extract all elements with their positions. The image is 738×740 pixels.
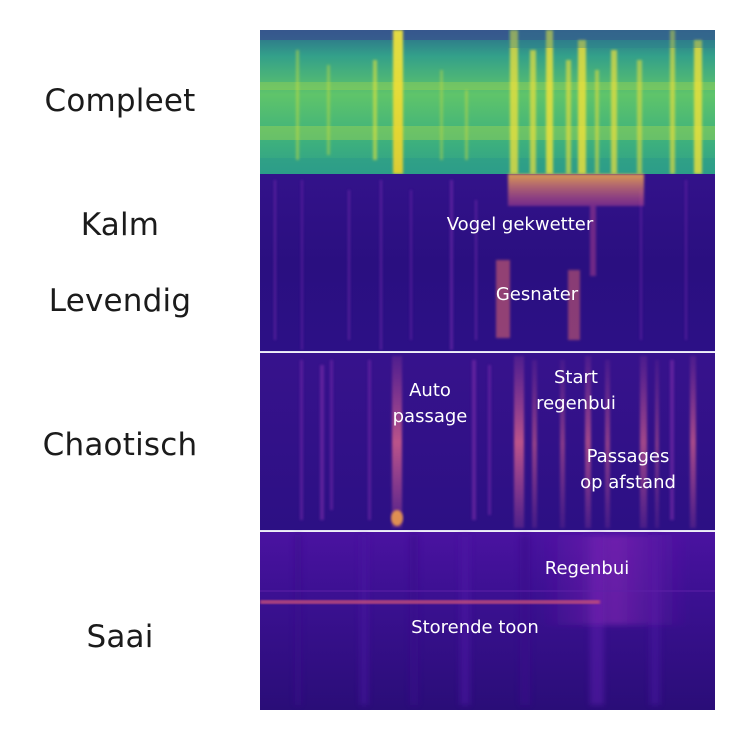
annotation-start-line1: Start	[554, 367, 598, 388]
spectrogram-compleet	[260, 30, 715, 174]
annotation-start-regenbui: Start regenbui	[536, 365, 616, 417]
annotation-passages-line1: Passages	[586, 446, 670, 467]
row-label-compleet: Compleet	[44, 83, 196, 119]
annotation-start-line2: regenbui	[536, 393, 616, 415]
spectrogram-kalm-levendig	[260, 174, 715, 353]
spectrogram-stack: Vogel gekwetter Gesnater Auto passage St…	[260, 30, 715, 710]
spectrogram-svg	[260, 30, 715, 710]
annotation-passages-line2: op afstand	[580, 472, 676, 494]
spectrogram-chaotisch	[260, 353, 715, 532]
annotation-vogel-gekwetter: Vogel gekwetter	[446, 214, 594, 235]
annotation-auto-line1: Auto	[409, 380, 451, 401]
annotation-auto-passage: Auto passage	[393, 378, 468, 430]
row-label-saai: Saai	[86, 619, 154, 655]
spectrogram-saai	[260, 532, 715, 710]
annotation-passages-op-afstand: Passages op afstand	[580, 444, 676, 496]
annotation-regenbui: Regenbui	[544, 558, 630, 579]
annotation-storende-toon: Storende toon	[411, 617, 539, 638]
row-label-levendig: Levendig	[48, 283, 192, 319]
annotation-auto-line2: passage	[392, 406, 468, 428]
annotation-gesnater: Gesnater	[495, 284, 579, 305]
row-label-chaotisch: Chaotisch	[42, 427, 198, 463]
row-label-kalm: Kalm	[80, 207, 160, 243]
